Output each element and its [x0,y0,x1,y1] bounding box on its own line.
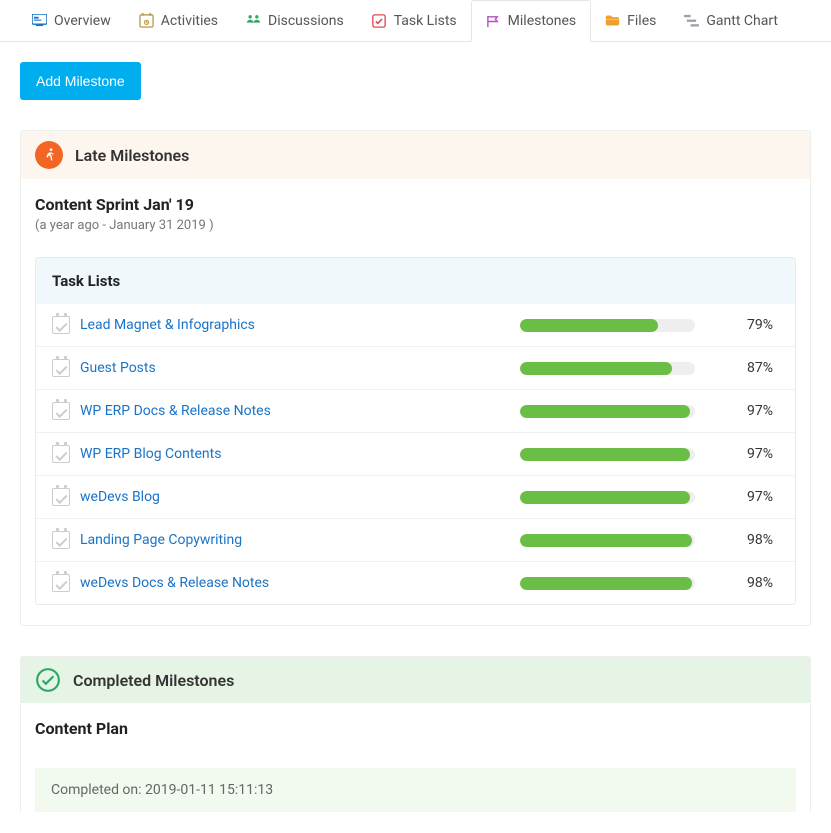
completed-milestones-body: Content Plan Completed on: 2019-01-11 15… [21,703,810,812]
progress-fill [520,405,690,418]
task-row: Guest Posts 87% [36,346,795,389]
task-name-text: weDevs Docs & Release Notes [80,575,269,591]
task-name-text: Lead Magnet & Infographics [80,317,255,333]
completed-milestones-panel: Completed Milestones Content Plan Comple… [20,656,811,812]
tab-gantt-chart[interactable]: Gantt Chart [670,0,792,41]
checklist-icon [52,574,70,592]
task-row: Lead Magnet & Infographics 79% [36,304,795,346]
task-lists-icon [372,13,387,28]
progress-fill [520,577,692,590]
tab-label: Discussions [268,13,344,29]
completed-milestones-header: Completed Milestones [21,657,810,703]
checklist-icon [52,359,70,377]
add-milestone-button[interactable]: Add Milestone [20,62,141,100]
milestone-title: Content Sprint Jan' 19 [35,195,796,214]
task-percent: 98% [709,575,779,591]
overview-icon [32,13,47,28]
progress-fill [520,534,692,547]
task-percent: 87% [709,360,779,376]
late-milestones-body: Content Sprint Jan' 19 (a year ago - Jan… [21,179,810,625]
checklist-icon [52,402,70,420]
progress-fill [520,362,672,375]
tasklist-card: Task Lists Lead Magnet & Infographics 79%… [35,257,796,605]
late-milestones-title: Late Milestones [75,146,189,165]
progress-fill [520,448,690,461]
task-percent: 97% [709,446,779,462]
discussions-icon [246,13,261,28]
task-name-text: Guest Posts [80,360,156,376]
task-row: WP ERP Blog Contents 97% [36,432,795,475]
gantt-chart-icon [684,13,699,28]
progress-track [520,448,695,461]
completed-on-note: Completed on: 2019-01-11 15:11:13 [35,768,796,812]
milestone-subtitle: (a year ago - January 31 2019 ) [35,218,796,233]
tab-task-lists[interactable]: Task Lists [358,0,471,41]
progress-track [520,405,695,418]
completed-milestones-title: Completed Milestones [73,671,234,690]
progress-track [520,491,695,504]
content-area: Add Milestone Late Milestones Content Sp… [0,42,831,832]
task-link[interactable]: Guest Posts [52,359,506,377]
late-milestones-header: Late Milestones [21,131,810,179]
checklist-icon [52,488,70,506]
tab-overview[interactable]: Overview [18,0,125,41]
task-name-text: weDevs Blog [80,489,160,505]
tab-label: Overview [54,13,111,29]
task-link[interactable]: Landing Page Copywriting [52,531,506,549]
task-link[interactable]: weDevs Docs & Release Notes [52,574,506,592]
progress-fill [520,319,658,332]
nav-tabs: Overview Activities Discussions Task Lists M… [0,0,831,42]
task-link[interactable]: Lead Magnet & Infographics [52,316,506,334]
task-row: weDevs Blog 97% [36,475,795,518]
tab-files[interactable]: Files [591,0,670,41]
tab-label: Task Lists [394,13,457,29]
task-name-text: WP ERP Docs & Release Notes [80,403,271,419]
progress-track [520,362,695,375]
tab-discussions[interactable]: Discussions [232,0,358,41]
task-row: weDevs Docs & Release Notes 98% [36,561,795,604]
task-name-text: Landing Page Copywriting [80,532,242,548]
checklist-icon [52,316,70,334]
completed-milestone-name: Content Plan [35,719,796,738]
progress-track [520,577,695,590]
tab-milestones[interactable]: Milestones [471,0,592,42]
task-row: WP ERP Docs & Release Notes 97% [36,389,795,432]
task-name-text: WP ERP Blog Contents [80,446,221,462]
task-percent: 98% [709,532,779,548]
task-link[interactable]: WP ERP Blog Contents [52,445,506,463]
tasklist-rows: Lead Magnet & Infographics 79% Guest Posts… [36,304,795,604]
tab-label: Gantt Chart [706,13,778,29]
task-percent: 79% [709,317,779,333]
progress-fill [520,491,690,504]
tab-label: Milestones [508,13,577,29]
activities-icon [139,13,154,28]
task-row: Landing Page Copywriting 98% [36,518,795,561]
check-circle-icon [35,667,61,693]
task-link[interactable]: weDevs Blog [52,488,506,506]
tasklist-header: Task Lists [36,258,795,304]
progress-track [520,534,695,547]
running-person-icon [35,141,63,169]
task-percent: 97% [709,403,779,419]
tab-label: Files [627,13,656,29]
checklist-icon [52,445,70,463]
checklist-icon [52,531,70,549]
late-milestones-panel: Late Milestones Content Sprint Jan' 19 (… [20,130,811,626]
tab-activities[interactable]: Activities [125,0,232,41]
tab-label: Activities [161,13,218,29]
task-percent: 97% [709,489,779,505]
milestones-icon [486,14,501,29]
progress-track [520,319,695,332]
files-icon [605,13,620,28]
task-link[interactable]: WP ERP Docs & Release Notes [52,402,506,420]
